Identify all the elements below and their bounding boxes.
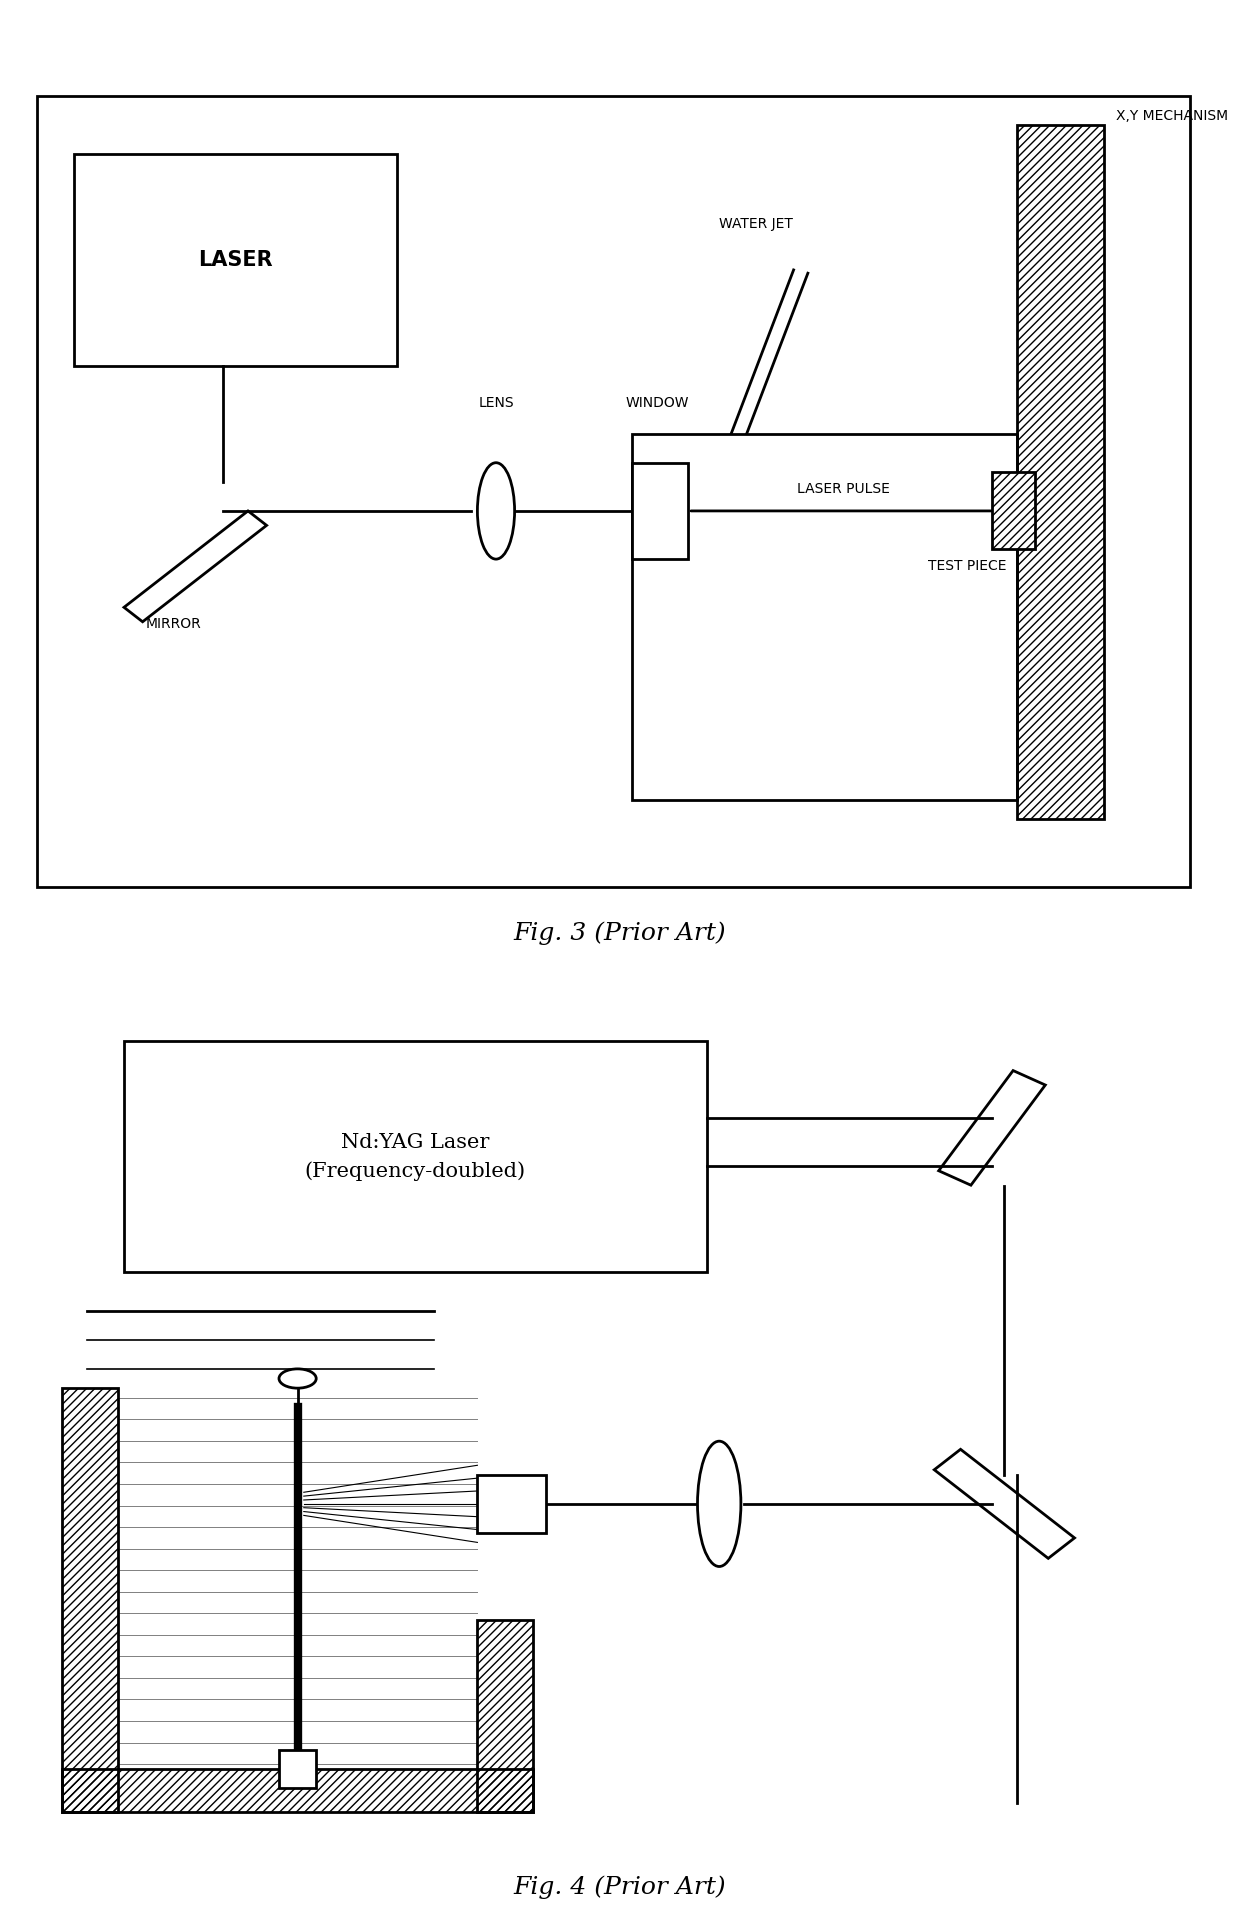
Polygon shape xyxy=(124,511,267,621)
Bar xyxy=(632,463,688,559)
Text: X,Y MECHANISM: X,Y MECHANISM xyxy=(1116,108,1228,123)
Polygon shape xyxy=(939,1070,1045,1186)
Bar xyxy=(992,472,1035,549)
Text: LASER: LASER xyxy=(198,251,273,270)
Bar xyxy=(477,1620,533,1812)
Bar xyxy=(124,1041,707,1272)
Bar xyxy=(74,154,397,366)
Ellipse shape xyxy=(477,463,515,559)
Text: Fig. 3 (Prior Art): Fig. 3 (Prior Art) xyxy=(513,922,727,945)
Text: WINDOW: WINDOW xyxy=(625,395,689,409)
Text: Fig. 4 (Prior Art): Fig. 4 (Prior Art) xyxy=(513,1876,727,1899)
Text: Nd:YAG Laser
(Frequency-doubled): Nd:YAG Laser (Frequency-doubled) xyxy=(305,1134,526,1180)
Text: LASER PULSE: LASER PULSE xyxy=(797,482,889,497)
Polygon shape xyxy=(934,1450,1075,1558)
Ellipse shape xyxy=(697,1442,742,1566)
Bar xyxy=(279,1751,316,1789)
Text: MIRROR: MIRROR xyxy=(146,617,201,630)
Bar xyxy=(37,96,1190,887)
Ellipse shape xyxy=(279,1369,316,1388)
Bar xyxy=(62,1388,118,1812)
Text: WATER JET: WATER JET xyxy=(719,218,794,231)
Text: TEST PIECE: TEST PIECE xyxy=(928,559,1007,573)
Bar xyxy=(632,434,1017,800)
Bar xyxy=(477,1475,546,1533)
Text: LENS: LENS xyxy=(479,395,513,409)
Bar xyxy=(62,1770,533,1812)
Bar xyxy=(1017,125,1104,819)
